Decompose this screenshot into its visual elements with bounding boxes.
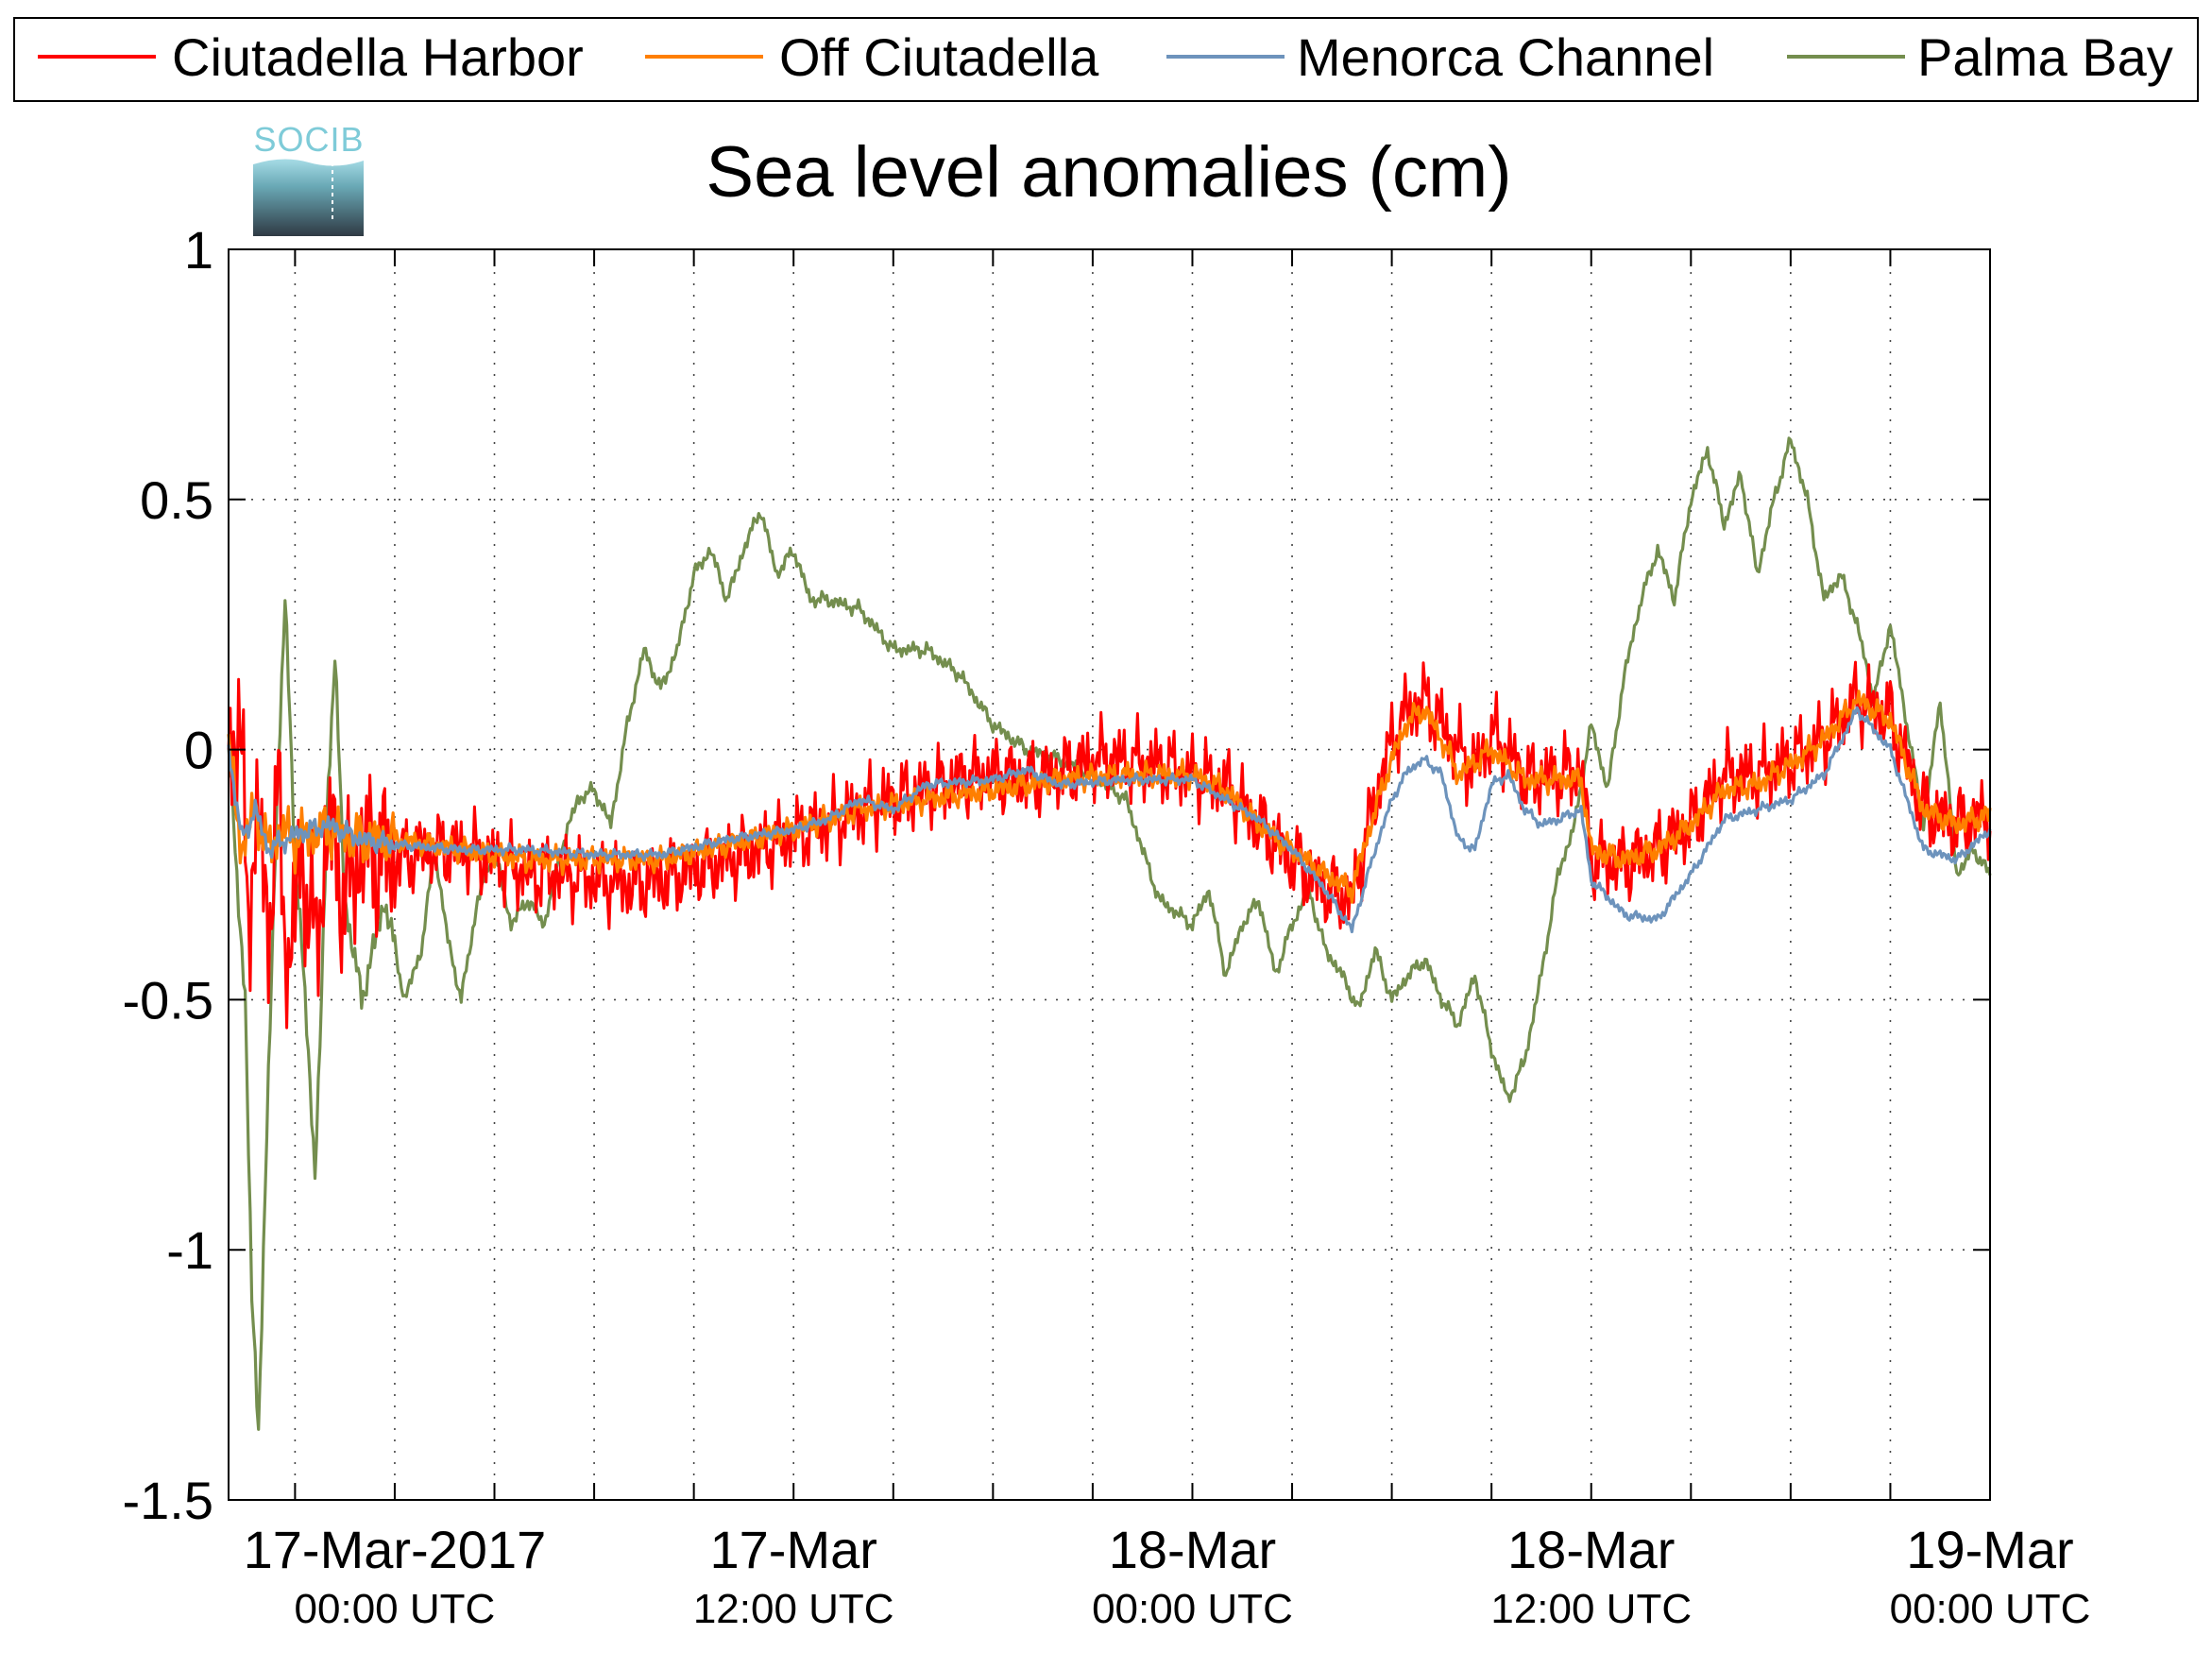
- x-tick-labels: 17-Mar-2017 00:00 UTC 17-Mar 12:00 UTC 18-Ma…: [244, 1520, 2091, 1632]
- y-tick-label-4: -1: [166, 1220, 213, 1280]
- chart-title: Sea level anomalies (cm): [706, 132, 1511, 213]
- x-tick-label-date-1: 17-Mar: [710, 1520, 877, 1579]
- plot-frame: [228, 248, 1991, 1501]
- legend-label-3: Palma Bay: [1917, 27, 2173, 87]
- x-tick-label-date-3: 18-Mar: [1507, 1520, 1675, 1579]
- x-tick-label-date-0: 17-Mar-2017: [244, 1520, 547, 1579]
- series-line-3: [227, 436, 1992, 1431]
- series-line-1: [227, 690, 1992, 904]
- x-tick-label-time-4: 00:00 UTC: [1890, 1586, 2091, 1632]
- legend-box: [13, 17, 2199, 102]
- y-tick-label-3: -0.5: [123, 970, 214, 1030]
- ticks: [229, 248, 1991, 1501]
- y-tick-label-0: 1: [184, 220, 213, 280]
- series-line-2: [227, 706, 1992, 934]
- x-tick-label-time-1: 12:00 UTC: [693, 1586, 894, 1632]
- x-tick-label-time-0: 00:00 UTC: [295, 1586, 496, 1632]
- logo-text: SOCIB: [253, 120, 364, 159]
- x-tick-label-date-4: 19-Mar: [1906, 1520, 2073, 1579]
- legend-label-2: Menorca Channel: [1297, 27, 1714, 87]
- legend-label-1: Off Ciutadella: [779, 27, 1099, 87]
- y-tick-label-1: 0.5: [140, 470, 213, 530]
- socib-logo: SOCIB: [253, 120, 364, 236]
- legend: Ciutadella Harbor Off Ciutadella Menorca C…: [13, 17, 2199, 102]
- x-tick-label-time-3: 12:00 UTC: [1490, 1586, 1692, 1632]
- series-line-0: [227, 660, 1992, 1030]
- x-tick-label-date-2: 18-Mar: [1109, 1520, 1276, 1579]
- grid: [229, 248, 1991, 1501]
- logo-wave-icon: [253, 159, 364, 236]
- series-layer: [227, 436, 1992, 1431]
- y-tick-label-2: 0: [184, 721, 213, 780]
- y-tick-labels: 1 0.5 0 -0.5 -1 -1.5: [123, 220, 214, 1530]
- x-tick-label-time-2: 00:00 UTC: [1092, 1586, 1293, 1632]
- legend-label-0: Ciutadella Harbor: [172, 27, 584, 87]
- y-tick-label-5: -1.5: [123, 1471, 214, 1530]
